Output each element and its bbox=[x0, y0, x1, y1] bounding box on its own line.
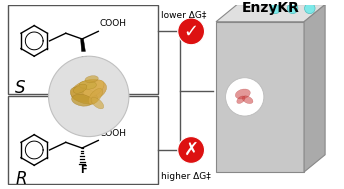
Ellipse shape bbox=[71, 79, 107, 102]
Bar bbox=[8, 96, 158, 184]
Polygon shape bbox=[304, 5, 325, 172]
Circle shape bbox=[226, 78, 264, 116]
Circle shape bbox=[49, 56, 129, 137]
Ellipse shape bbox=[85, 76, 98, 83]
Polygon shape bbox=[216, 5, 325, 22]
Ellipse shape bbox=[72, 94, 93, 106]
Ellipse shape bbox=[237, 96, 245, 104]
Polygon shape bbox=[216, 22, 304, 172]
Text: F: F bbox=[80, 165, 86, 175]
Ellipse shape bbox=[235, 89, 250, 99]
Ellipse shape bbox=[88, 88, 103, 104]
Circle shape bbox=[178, 18, 205, 45]
Ellipse shape bbox=[83, 80, 104, 98]
Ellipse shape bbox=[242, 96, 253, 104]
Text: S: S bbox=[15, 79, 25, 97]
Text: ✗: ✗ bbox=[184, 141, 199, 159]
Circle shape bbox=[304, 3, 315, 14]
Ellipse shape bbox=[79, 81, 96, 89]
Text: lower ΔG‡: lower ΔG‡ bbox=[161, 10, 206, 19]
Text: higher ΔG‡: higher ΔG‡ bbox=[161, 172, 210, 181]
Polygon shape bbox=[80, 39, 85, 51]
Ellipse shape bbox=[91, 97, 104, 109]
Text: COOH: COOH bbox=[99, 19, 126, 29]
Circle shape bbox=[270, 3, 281, 14]
Ellipse shape bbox=[70, 87, 98, 104]
Text: ✓: ✓ bbox=[184, 22, 199, 40]
Bar bbox=[8, 5, 158, 94]
Text: EnzyKR: EnzyKR bbox=[242, 1, 300, 15]
Text: R: R bbox=[15, 170, 26, 188]
Circle shape bbox=[287, 3, 298, 14]
Circle shape bbox=[178, 137, 205, 163]
Text: COOH: COOH bbox=[99, 129, 126, 138]
Text: F: F bbox=[80, 56, 86, 66]
Ellipse shape bbox=[73, 84, 87, 93]
